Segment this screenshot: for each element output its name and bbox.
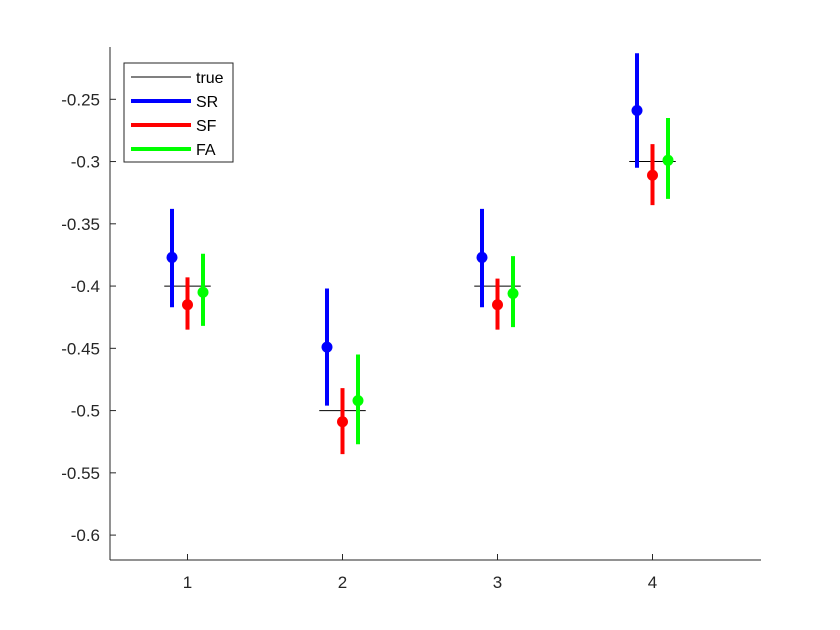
- point-sf: [647, 169, 658, 181]
- y-tick-label: -0.45: [61, 339, 100, 358]
- point-sf: [337, 416, 348, 428]
- x-tick-label: 3: [493, 573, 502, 592]
- y-tick-label: -0.55: [61, 464, 100, 483]
- point-fa: [352, 395, 364, 407]
- y-tick-label: -0.3: [71, 153, 100, 172]
- legend-label-sf: SF: [196, 118, 217, 135]
- y-tick-label: -0.35: [61, 215, 100, 234]
- point-sf: [182, 299, 193, 311]
- legend-box: [123, 62, 234, 163]
- point-sr: [631, 105, 643, 117]
- y-tick-label: -0.4: [71, 277, 100, 296]
- x-tick-label: 4: [648, 573, 657, 592]
- point-fa: [507, 288, 519, 300]
- x-ticks: 1 2 3 4: [183, 554, 657, 592]
- y-ticks: -0.25 -0.3 -0.35 -0.4 -0.45 -0.5 -0.55 -0.6: [61, 90, 116, 545]
- point-sr: [166, 251, 178, 263]
- chart-marks: [164, 53, 676, 455]
- y-tick-label: -0.25: [61, 90, 100, 109]
- point-sf: [492, 299, 503, 311]
- point-sr: [476, 251, 488, 263]
- y-tick-label: -0.5: [71, 402, 100, 421]
- y-tick-label: -0.6: [71, 526, 100, 545]
- x-tick-label: 1: [183, 573, 192, 592]
- point-sr: [321, 341, 333, 353]
- legend-label-fa: FA: [196, 142, 216, 159]
- legend-label-sr: SR: [196, 94, 218, 111]
- point-fa: [197, 286, 209, 298]
- x-tick-label: 2: [338, 573, 347, 592]
- point-fa: [662, 154, 674, 166]
- legend-label-true: true: [196, 70, 224, 87]
- legend: true SR SF FA: [123, 62, 234, 163]
